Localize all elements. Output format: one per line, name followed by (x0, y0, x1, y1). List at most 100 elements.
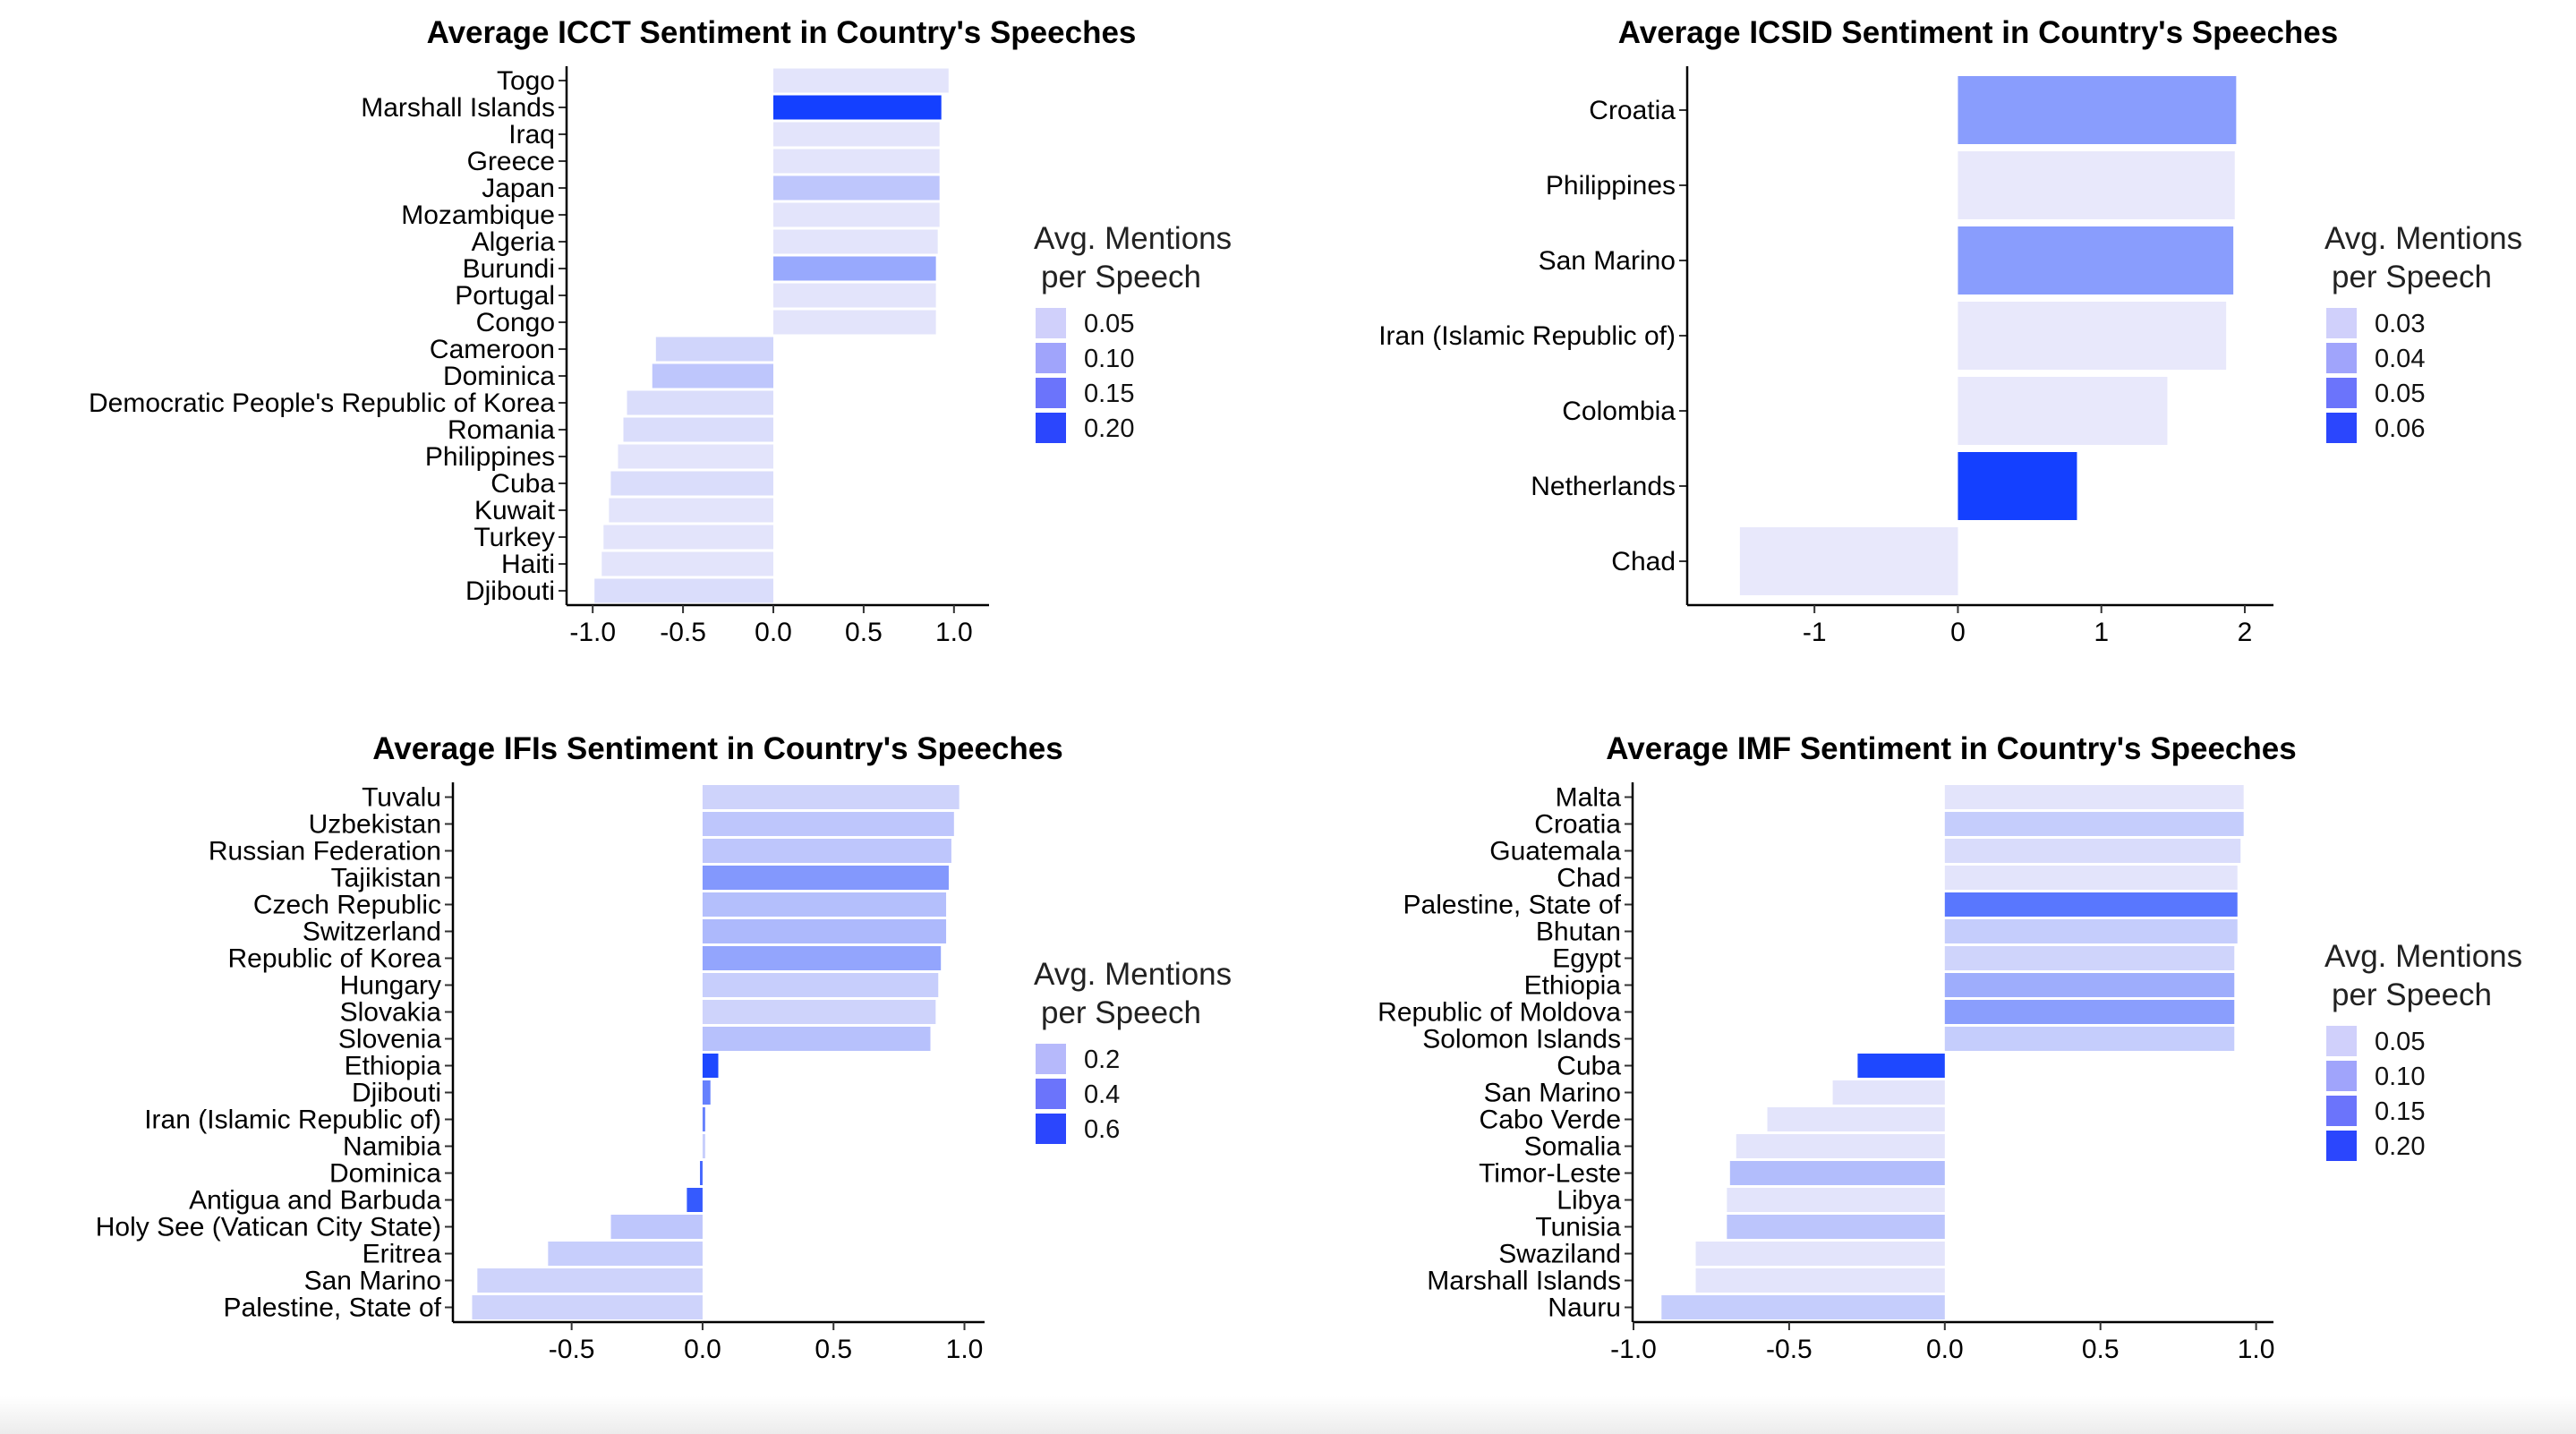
x-tick-label: -1.0 (569, 618, 616, 647)
chart-bar (1729, 1161, 1945, 1185)
y-tick-label: Cabo Verde (1480, 1105, 1621, 1135)
y-tick-label: Hungary (340, 971, 441, 1001)
chart-bar (1944, 812, 2244, 836)
chart-bar (1767, 1107, 1945, 1131)
chart-bar (627, 390, 773, 415)
chart-bar (702, 946, 942, 970)
y-tick-label: Dominica (329, 1159, 441, 1189)
chart-bar (1832, 1080, 1945, 1105)
chart-bar (1944, 866, 2238, 890)
x-tick-label: 1.0 (935, 618, 973, 647)
chart-bar (702, 1054, 719, 1078)
legend-swatch (2326, 413, 2357, 443)
legend-label: 0.10 (2375, 1063, 2425, 1091)
chart-bar (1958, 76, 2237, 144)
legend-title: per Speech (2332, 977, 2492, 1012)
y-tick-label: Portugal (455, 281, 555, 311)
chart-bar (1958, 226, 2234, 294)
chart-bar (773, 122, 940, 147)
chart-bar (1695, 1242, 1945, 1266)
chart-bar (687, 1188, 703, 1212)
chart-bar (773, 149, 940, 174)
legend-swatch (1036, 308, 1066, 338)
y-tick-label: Iran (Islamic Republic of) (144, 1105, 441, 1135)
y-tick-label: Egypt (1552, 944, 1621, 974)
legend-title: per Speech (1041, 260, 1201, 294)
chart-bar (1727, 1215, 1945, 1239)
y-tick-label: Slovenia (338, 1025, 441, 1054)
x-tick-label: 1 (2094, 618, 2109, 647)
legend-swatch (2326, 1131, 2357, 1161)
chart-bar (1958, 452, 2077, 520)
chart-bar (702, 973, 939, 997)
legend-label: 0.10 (1084, 345, 1134, 373)
legend-swatch (1036, 1114, 1066, 1144)
y-tick-label: Malta (1556, 783, 1622, 813)
chart-bar (773, 68, 949, 93)
y-tick-label: Chad (1557, 864, 1621, 893)
y-tick-label: Holy See (Vatican City State) (96, 1213, 441, 1242)
x-tick-label: 0.0 (755, 618, 792, 647)
legend-swatch (2326, 1096, 2357, 1126)
y-tick-label: Palestine, State of (1403, 891, 1622, 920)
y-tick-label: Ethiopia (345, 1052, 442, 1081)
chart-bar (609, 498, 773, 523)
legend-label: 0.05 (2375, 380, 2425, 408)
x-tick-label: 2 (2238, 618, 2253, 647)
y-tick-label: Dominica (443, 362, 555, 391)
y-tick-label: Greece (467, 147, 555, 176)
chart-bar (702, 1107, 705, 1131)
chart-bar (773, 202, 940, 227)
y-tick-label: Croatia (1589, 96, 1676, 125)
legend-title: per Speech (2332, 260, 2492, 294)
legend-swatch (1036, 1044, 1066, 1074)
y-tick-label: Palestine, State of (224, 1293, 442, 1323)
chart-bar (601, 551, 773, 576)
legend-label: 0.05 (2375, 1028, 2425, 1056)
legend-swatch (2326, 343, 2357, 373)
y-tick-label: Togo (497, 66, 555, 96)
chart-bar (1727, 1188, 1945, 1212)
y-tick-label: Tuvalu (362, 783, 441, 813)
chart-bar (1944, 919, 2238, 943)
y-tick-label: Cuba (1557, 1052, 1621, 1081)
y-tick-label: Russian Federation (209, 837, 441, 866)
y-tick-label: Tunisia (1535, 1213, 1621, 1242)
legend-swatch (1036, 1079, 1066, 1109)
y-tick-label: Solomon Islands (1422, 1025, 1621, 1054)
legend-swatch (1036, 343, 1066, 373)
y-tick-label: Cuba (490, 469, 555, 499)
chart-panel-icct: Average ICCT Sentiment in Country's Spee… (89, 15, 1232, 647)
y-tick-label: Haiti (501, 550, 555, 579)
chart-bar (1944, 946, 2235, 970)
y-tick-label: Ethiopia (1524, 971, 1622, 1001)
chart-bar (702, 892, 947, 917)
y-tick-label: Mozambique (401, 201, 555, 230)
chart-bar (773, 175, 940, 201)
legend-swatch (1036, 378, 1066, 408)
y-tick-label: Republic of Moldova (1378, 998, 1621, 1028)
chart-bar (773, 229, 938, 254)
chart-bar (1857, 1054, 1945, 1078)
y-tick-label: Slovakia (340, 998, 442, 1028)
y-tick-label: Congo (476, 308, 555, 337)
chart-bar (548, 1242, 703, 1266)
chart-bar (1944, 1000, 2235, 1024)
y-tick-label: Republic of Korea (228, 944, 442, 974)
legend-label: 0.05 (1084, 310, 1134, 338)
y-tick-label: Croatia (1534, 810, 1621, 840)
chart-bar (1958, 302, 2227, 370)
y-tick-label: Somalia (1524, 1132, 1622, 1162)
chart-bar (702, 1027, 931, 1051)
chart-title: Average ICSID Sentiment in Country's Spe… (1618, 15, 2338, 50)
legend-swatch (2326, 1026, 2357, 1056)
chart-bar (702, 785, 960, 809)
legend-label: 0.15 (1084, 380, 1134, 408)
x-tick-label: 0.5 (2082, 1335, 2120, 1364)
chart-title: Average ICCT Sentiment in Country's Spee… (427, 15, 1137, 50)
chart-bar (1944, 973, 2235, 997)
window-bottom-edge (0, 1396, 2576, 1434)
chart-bar (702, 1000, 936, 1024)
y-tick-label: Philippines (1546, 171, 1676, 201)
y-tick-label: Democratic People's Republic of Korea (89, 388, 555, 418)
